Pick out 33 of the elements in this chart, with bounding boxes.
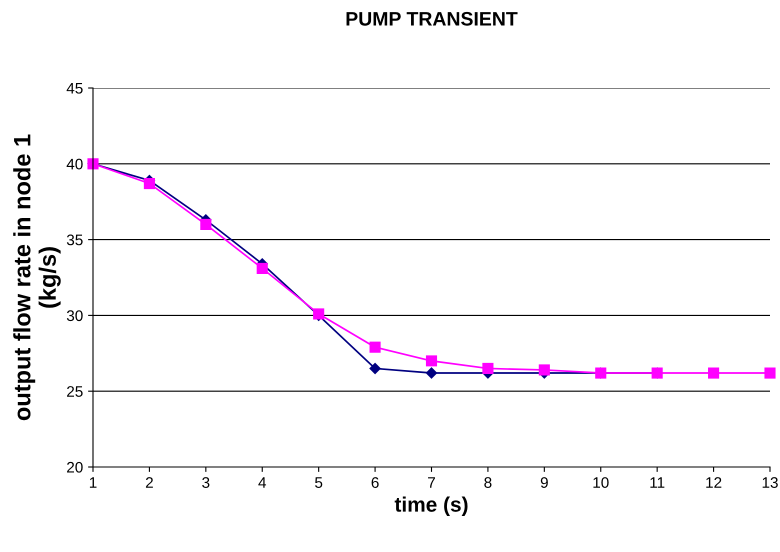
x-tick-label: 10	[593, 477, 609, 488]
point	[200, 218, 212, 230]
x-tick-label: 9	[540, 477, 548, 488]
point	[144, 178, 155, 190]
x-tick-label: 6	[372, 477, 379, 488]
point	[538, 364, 550, 376]
point	[426, 355, 438, 366]
point	[426, 367, 438, 379]
point	[764, 367, 776, 379]
y-tick-label: 30	[66, 310, 83, 322]
x-tick-label: 7	[428, 477, 435, 488]
y-tick-label: 45	[66, 83, 83, 94]
y-tick-label: 20	[67, 462, 83, 473]
y-tick-label: 40	[66, 158, 83, 170]
y-axis-title: output flow rate in node 1 (kg/s)	[13, 134, 61, 420]
x-tick-label: 4	[258, 477, 266, 488]
point	[369, 362, 381, 374]
x-tick-label: 13	[762, 477, 778, 488]
x-tick-label: 5	[315, 477, 322, 488]
x-tick-label: 2	[146, 477, 153, 488]
point	[482, 362, 494, 374]
x-tick-label: 1	[90, 477, 97, 488]
x-tick-label: 11	[650, 477, 664, 488]
x-tick-label: 8	[484, 477, 492, 488]
chart-title: PUMP TRANSIENT	[346, 12, 518, 26]
x-tick-label: 12	[706, 477, 722, 488]
x-tick-label: 3	[202, 477, 210, 488]
x-axis-title: time (s)	[394, 496, 468, 516]
y-tick-label: 25	[67, 386, 83, 397]
y-tick-label: 35	[66, 234, 83, 246]
point	[370, 342, 381, 353]
point	[708, 367, 720, 379]
point	[256, 262, 268, 274]
